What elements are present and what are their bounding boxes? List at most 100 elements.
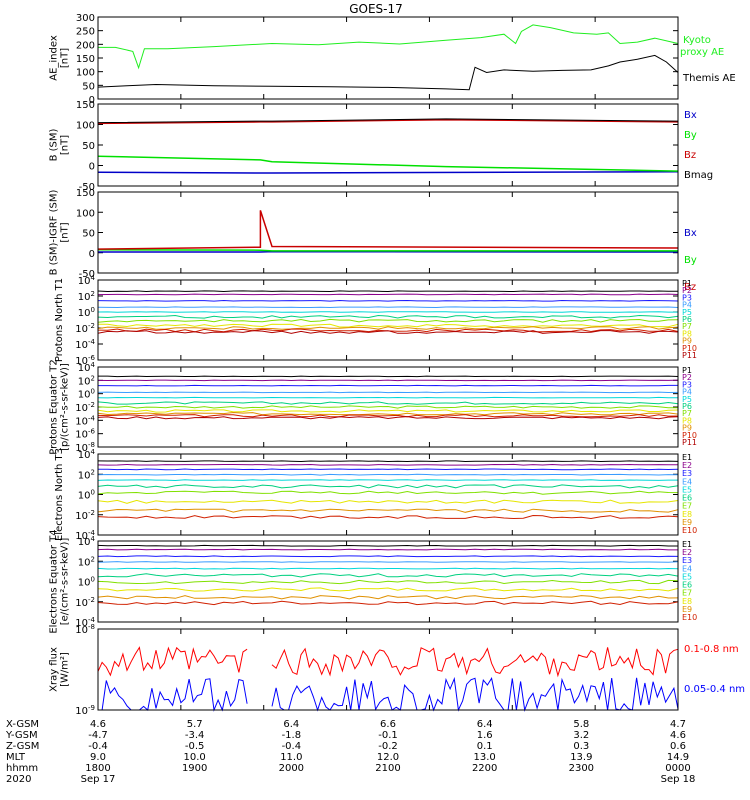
- series-line: [98, 375, 679, 378]
- series-line: [97, 155, 679, 172]
- series-line: [97, 514, 679, 520]
- series-line: [97, 555, 679, 558]
- orbit-value: Sep 18: [661, 774, 696, 785]
- series-line: [97, 416, 679, 420]
- series-line: [97, 468, 679, 471]
- legend-entry: Bx: [684, 110, 697, 121]
- y-tick-label: 150: [76, 54, 95, 65]
- orbit-row-label: Y-GSM: [5, 730, 38, 741]
- series-line: [97, 299, 679, 302]
- orbit-value: 3.2: [573, 730, 589, 741]
- panel-frame: [97, 16, 679, 100]
- legend-entry: P3: [682, 380, 692, 389]
- series-line: [97, 573, 679, 578]
- legend-entry: P10: [682, 431, 697, 440]
- y-tick-label: 100: [78, 576, 95, 589]
- y-axis-label: [p/(cm²-s-sr-keV)]: [60, 363, 71, 451]
- series-line: [97, 484, 679, 489]
- legend-entry: E6: [682, 581, 692, 590]
- panel-6: Electrons Equator T4 [e/(cm²-s-sr-keV)] 10…: [49, 529, 698, 633]
- series-line: [97, 508, 679, 513]
- legend-entry: E3: [682, 469, 692, 478]
- legend-entry: Themis AE: [682, 73, 736, 84]
- y-tick-label: 104: [78, 448, 96, 461]
- panel-frame: [97, 366, 679, 448]
- series-line: [97, 479, 678, 482]
- orbit-value: 4.6: [670, 730, 686, 741]
- legend-entry: E5: [682, 572, 692, 581]
- orbit-value: 0.1: [477, 741, 493, 752]
- legend-entry: P8: [682, 416, 692, 425]
- series-line: [97, 314, 679, 319]
- series-line: [97, 54, 679, 91]
- series-line: [97, 409, 679, 413]
- series-line: [97, 290, 678, 293]
- series-line: [97, 579, 679, 585]
- orbit-value: 2100: [375, 763, 400, 774]
- orbit-value: 6.6: [380, 719, 396, 730]
- legend-entry: E8: [682, 597, 692, 606]
- orbit-value: 1900: [182, 763, 207, 774]
- orbit-value: -3.4: [185, 730, 205, 741]
- y-tick-label: 102: [78, 468, 95, 481]
- y-tick-label: 104: [78, 535, 96, 548]
- series-line: [271, 647, 679, 678]
- orbit-value: 5.7: [187, 719, 203, 730]
- y-tick-label: 10-9: [75, 704, 95, 717]
- figure-title: GOES-17: [349, 2, 403, 16]
- y-tick-label: 50: [82, 229, 95, 240]
- legend-entry: 0.05-0.4 nm: [684, 684, 745, 695]
- panel-4: Protons Equator T2 [p/(cm²-s-sr-keV)] 104 1…: [49, 359, 698, 455]
- orbit-value: 4.6: [90, 719, 106, 730]
- y-tick-label: 104: [78, 361, 96, 374]
- legend-entry: P4: [682, 388, 692, 397]
- series-line: [98, 384, 678, 387]
- series-line: [97, 293, 679, 296]
- legend-entry: E7: [682, 589, 692, 598]
- orbit-value: 2300: [569, 763, 594, 774]
- orbit-value: 6.4: [283, 719, 299, 730]
- y-axis-label: [nT]: [60, 135, 71, 155]
- orbit-table: X-GSM 4.6 5.7 6.4 6.6 6.4 5.8 4.7Y-GSM -4.7 -3.4-…: [5, 719, 695, 785]
- y-tick-label: 10-6: [75, 428, 95, 441]
- legend-entry: P4: [682, 301, 692, 310]
- series-line: [97, 318, 679, 323]
- legend-entry: E1: [682, 453, 692, 462]
- y-tick-label: -50: [79, 269, 95, 280]
- series-line: [97, 561, 679, 563]
- legend-entry: E3: [682, 556, 692, 565]
- y-axis-label: Electrons North T3: [54, 448, 65, 541]
- legend-entry: E2: [682, 548, 692, 557]
- legend-entry: P9: [682, 424, 692, 433]
- orbit-row-label: hhmm: [6, 763, 38, 774]
- orbit-value: -4.7: [88, 730, 108, 741]
- y-tick-label: 10-2: [75, 596, 95, 609]
- legend-entry: 0.1-0.8 nm: [684, 644, 739, 655]
- series-line: [97, 411, 679, 416]
- series-line: [97, 306, 679, 309]
- legend-entry: P8: [682, 329, 692, 338]
- orbit-value: -0.1: [378, 730, 398, 741]
- y-axis-label: Protons Equator T2: [49, 359, 60, 455]
- legend-entry: P9: [682, 337, 692, 346]
- y-tick-label: 10-4: [75, 529, 95, 542]
- series-line: [98, 678, 248, 712]
- orbit-value: 2200: [472, 763, 497, 774]
- series-line: [97, 210, 679, 250]
- y-tick-label: 0: [89, 162, 95, 173]
- panel-1: B (SM) [nT] 150 100 50 0 -50 Bx By Bz Bmag: [49, 100, 714, 193]
- y-tick-label: 10-2: [75, 322, 95, 335]
- legend-entry: P11: [682, 438, 697, 447]
- legend-entry: E10: [682, 613, 697, 622]
- y-tick-label: 100: [76, 208, 95, 219]
- y-tick-label: 10-6: [75, 354, 95, 367]
- orbit-value: 12.0: [377, 752, 399, 763]
- y-tick-label: 10-8: [75, 441, 95, 454]
- orbit-row-label: X-GSM: [6, 719, 39, 730]
- series-line: [97, 595, 679, 600]
- panel-3: Protons North T1 10410210010-210-410-6P1P…: [54, 274, 697, 367]
- orbit-value: -1.8: [282, 730, 302, 741]
- y-axis-label: [W/m²]: [60, 652, 71, 687]
- series-line: [97, 600, 679, 606]
- legend-entry: By: [684, 255, 697, 266]
